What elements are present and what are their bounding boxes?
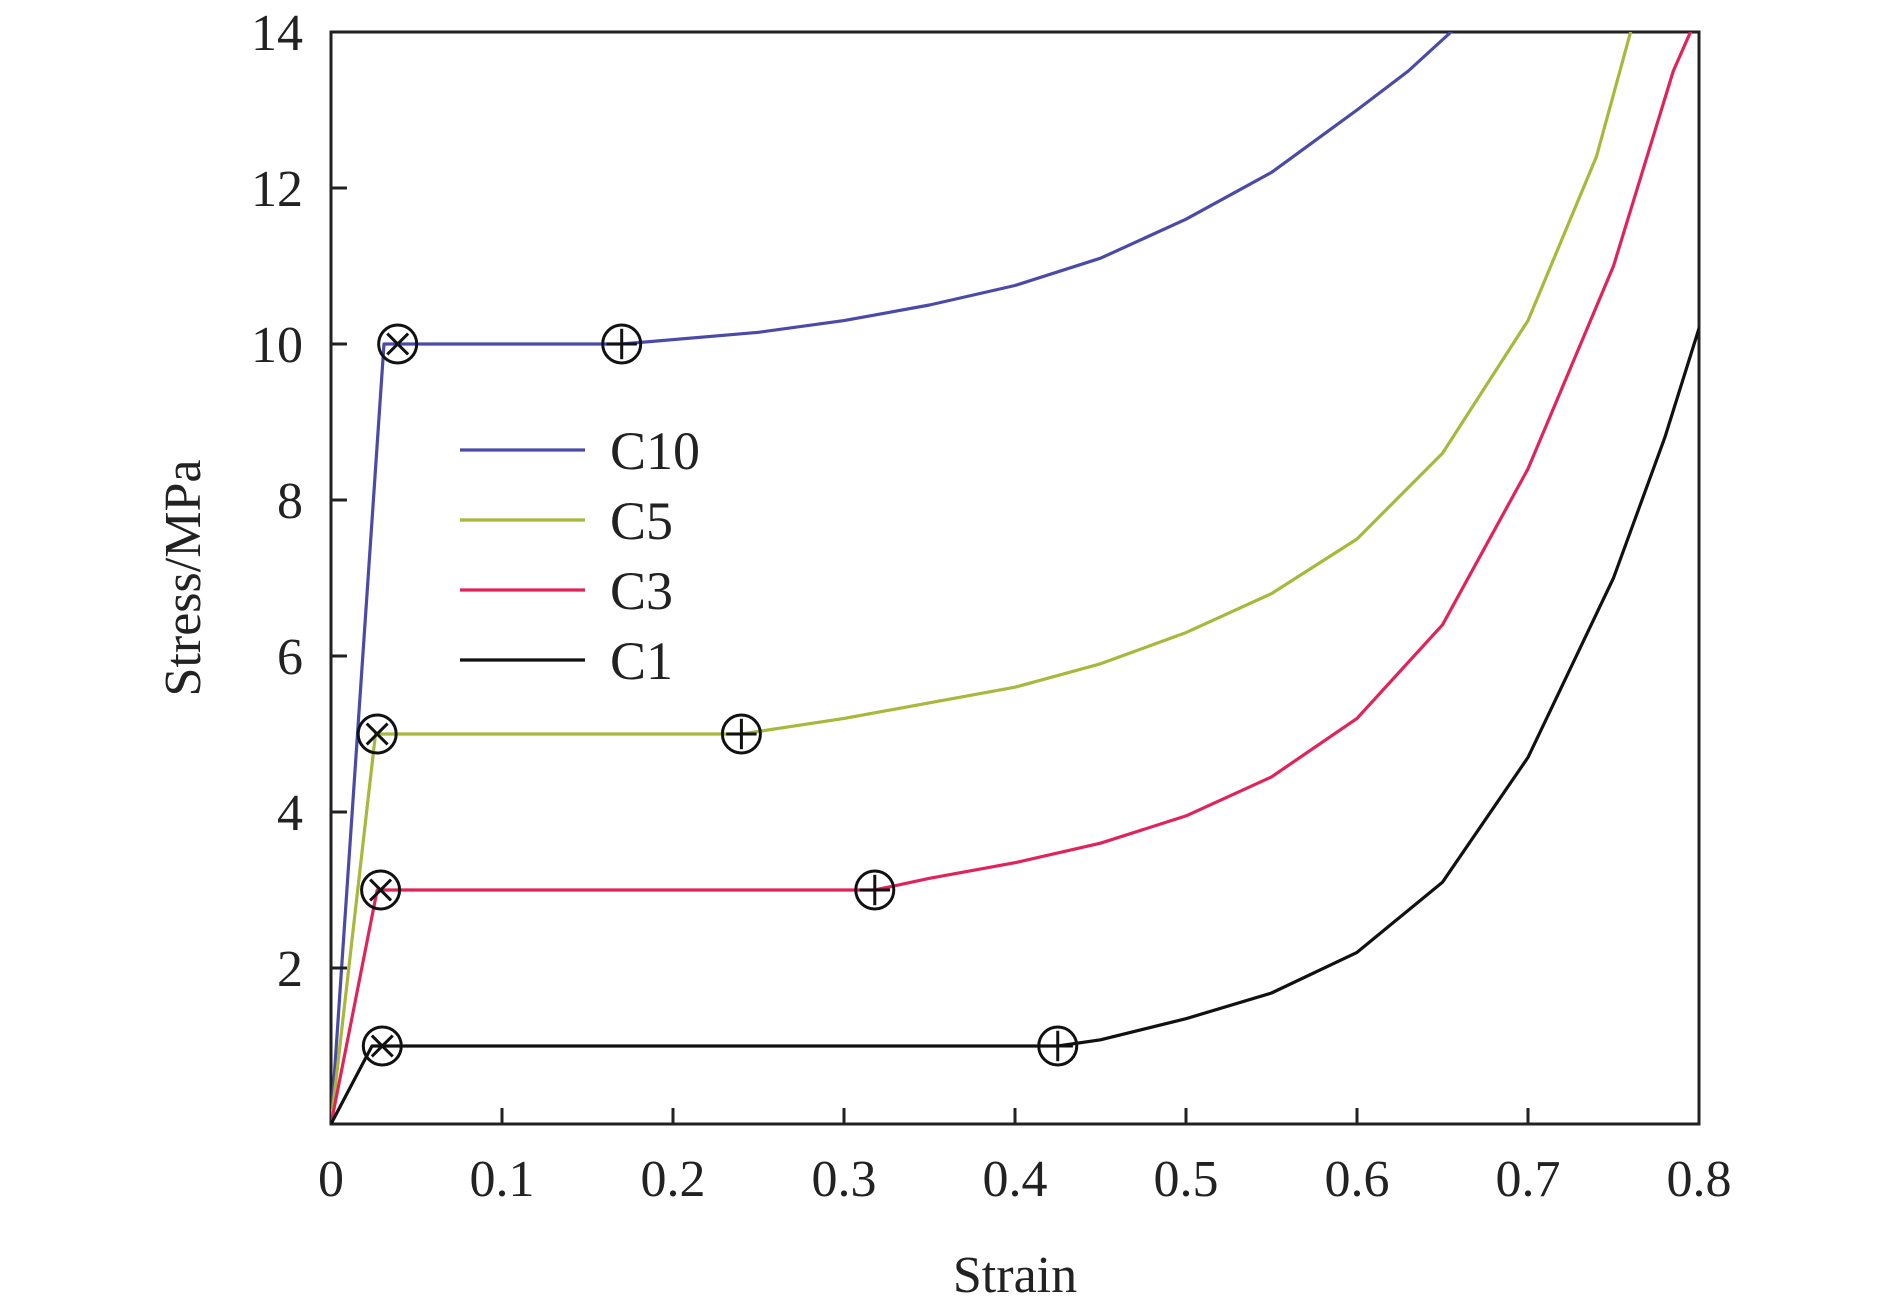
- yield-marker-c10: [377, 323, 419, 365]
- densification-marker-c3: [854, 869, 896, 911]
- series-line-c5: [331, 32, 1633, 1124]
- legend-label: C10: [610, 421, 700, 481]
- densification-marker-c10: [601, 323, 643, 365]
- series-line-c10: [331, 32, 1453, 1124]
- x-tick-label: 0.1: [470, 1151, 535, 1208]
- x-tick-label: 0.6: [1325, 1151, 1390, 1208]
- x-tick-label: 0.3: [812, 1151, 877, 1208]
- x-tick-label: 0.7: [1496, 1151, 1561, 1208]
- legend-item-c1: C1: [460, 631, 673, 691]
- legend-label: C3: [610, 561, 673, 621]
- x-axis: 0 0.1 0.2 0.3 0.4 0.5 0.6 0.7 0.8: [318, 1108, 1732, 1208]
- x-tick-label: 0.5: [1154, 1151, 1219, 1208]
- x-tick-label: 0: [318, 1151, 344, 1208]
- x-tick-label: 0.8: [1667, 1151, 1732, 1208]
- y-tick-label: 8: [277, 473, 303, 530]
- x-tick-label: 0.2: [641, 1151, 706, 1208]
- legend-item-c3: C3: [460, 561, 673, 621]
- y-axis: 2 4 6 8 10 12 14: [251, 5, 347, 998]
- x-axis-title: Strain: [953, 1247, 1077, 1304]
- yield-marker-c5: [356, 713, 398, 755]
- series-curves: [331, 32, 1699, 1124]
- y-tick-label: 4: [277, 785, 303, 842]
- y-axis-title: Stress/MPa: [155, 460, 212, 697]
- densification-marker-c5: [720, 713, 762, 755]
- point-markers: [356, 323, 1079, 1067]
- y-tick-label: 10: [251, 317, 303, 374]
- series-line-c1: [331, 326, 1699, 1124]
- series-line-c3: [331, 32, 1693, 1124]
- y-tick-label: 14: [251, 5, 303, 62]
- legend-item-c10: C10: [460, 421, 700, 481]
- legend: C10 C5 C3 C1: [460, 421, 700, 691]
- legend-item-c5: C5: [460, 491, 673, 551]
- legend-label: C5: [610, 491, 673, 551]
- y-tick-label: 2: [277, 941, 303, 998]
- yield-marker-c3: [360, 869, 402, 911]
- legend-label: C1: [610, 631, 673, 691]
- y-tick-label: 12: [251, 161, 303, 218]
- densification-marker-c1: [1037, 1025, 1079, 1067]
- plot-frame: [329, 30, 1701, 1126]
- yield-marker-c1: [361, 1025, 403, 1067]
- y-tick-label: 6: [277, 629, 303, 686]
- x-tick-label: 0.4: [983, 1151, 1048, 1208]
